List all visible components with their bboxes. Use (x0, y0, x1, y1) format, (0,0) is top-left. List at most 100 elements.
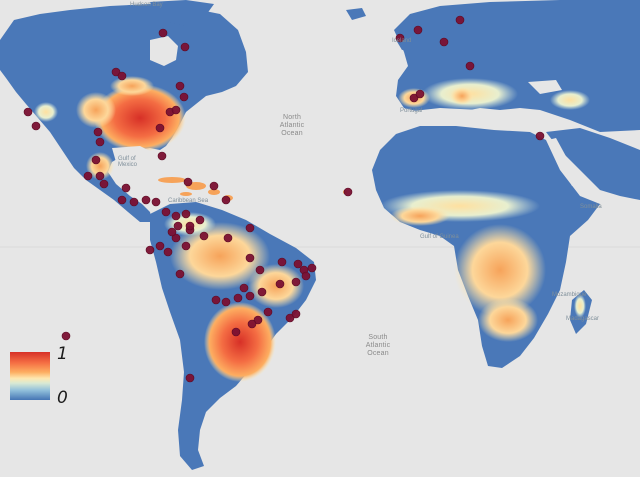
occurrence-point (185, 373, 195, 383)
eu-warm-turkey (550, 90, 590, 110)
gulf-of-guinea-label: Gulf of Guinea (420, 234, 459, 240)
occurrence-point (171, 233, 181, 243)
occurrence-point (223, 233, 233, 243)
eu-warm-italy (450, 87, 474, 105)
madagascar-warm (574, 294, 586, 318)
occurrence-point (465, 61, 475, 71)
occurrence-point (263, 307, 273, 317)
occurrence-point (171, 211, 181, 221)
occurrence-point (179, 92, 189, 102)
sa-warm-east (248, 264, 304, 308)
na-mild-west (34, 102, 58, 122)
occurrence-point (439, 37, 449, 47)
mozambique-label: Mozambique (552, 292, 587, 298)
af-mild-west (390, 206, 450, 226)
madagascar-label: Madagascar (566, 316, 600, 322)
legend-color-ramp (10, 352, 50, 400)
occurrence-point (117, 195, 127, 205)
occurrence-point (161, 207, 171, 217)
occurrence-point (307, 263, 317, 273)
occurrence-point (209, 181, 219, 191)
occurrence-point (23, 107, 33, 117)
occurrence-point (291, 277, 301, 287)
occurrence-point (93, 127, 103, 137)
occurrence-point (195, 215, 205, 225)
occurrence-point (111, 67, 121, 77)
occurrence-point (455, 15, 465, 25)
occurrence-point (245, 291, 255, 301)
occurrence-point (285, 313, 295, 323)
occurrence-points-layer (23, 15, 545, 383)
occurrence-point (247, 319, 257, 329)
occurrence-point (31, 121, 41, 131)
occurrence-point (245, 253, 255, 263)
red-sea (548, 138, 580, 186)
occurrence-point (185, 221, 195, 231)
gulf-of-mexico-label: Gulf of Mexico (118, 156, 138, 168)
occurrence-point (343, 187, 353, 197)
occurrence-point (291, 309, 301, 319)
occurrence-point (293, 259, 303, 269)
occurrence-point (145, 245, 155, 255)
occurrence-point (121, 183, 131, 193)
occurrence-point (253, 315, 263, 325)
occurrence-point (99, 179, 109, 189)
af-warm-central (454, 224, 546, 316)
gulf-of-mexico-water (112, 146, 156, 170)
occurrence-point (257, 287, 267, 297)
occurrence-point (95, 137, 105, 147)
occurrence-point (221, 297, 231, 307)
occurrence-point (158, 28, 168, 38)
sa-warm-amazon (170, 222, 270, 290)
occurrence-point (245, 223, 255, 233)
occurrence-point (409, 93, 419, 103)
occurrence-point (415, 89, 425, 99)
north-atlantic-label: North Atlantic Ocean (279, 114, 305, 137)
mediterranean-sea (404, 108, 546, 128)
iceland-label: Iceland (392, 38, 412, 44)
occurrence-point (173, 221, 183, 231)
caribbean-label: Caribbean Sea (168, 198, 209, 204)
occurrence-point (163, 247, 173, 257)
occurrence-point (167, 227, 177, 237)
occurrence-point (141, 195, 151, 205)
occurrence-point (301, 271, 311, 281)
occurrence-point (171, 105, 181, 115)
occurrence-point (155, 241, 165, 251)
occurrence-point (183, 177, 193, 187)
occurrence-point (233, 293, 243, 303)
arabia-landmass (546, 128, 640, 200)
south-atlantic-label: South Atlantic Ocean (365, 334, 391, 357)
occurrence-point (239, 283, 249, 293)
occurrence-point (155, 123, 165, 133)
british-isles (396, 22, 418, 50)
occurrence-point (255, 265, 265, 275)
occurrence-point (95, 171, 105, 181)
iceland-island (346, 8, 366, 20)
greenland (150, 0, 214, 26)
occurrence-point (175, 81, 185, 91)
occurrence-point (180, 42, 190, 52)
occurrence-point (275, 279, 285, 289)
na-warm-west (76, 92, 116, 128)
occurrence-point (231, 327, 241, 337)
occurrence-point (175, 269, 185, 279)
occurrence-point (221, 195, 231, 205)
occurrence-point (181, 209, 191, 219)
occurrence-point (83, 171, 93, 181)
black-sea (528, 80, 562, 94)
legend-max-label: 1 (57, 344, 68, 364)
hudson-bay-water (150, 36, 178, 66)
somalia-label: Somalia (580, 204, 602, 210)
occurrence-point (277, 257, 287, 267)
occurrence-point (181, 241, 191, 251)
occurrence-point (129, 197, 139, 207)
occurrence-point (413, 25, 423, 35)
occurrence-point (117, 71, 127, 81)
occurrence-point (395, 33, 405, 43)
occurrence-point (157, 151, 167, 161)
map-legend: 1 0 (10, 346, 80, 408)
af-warm-south (478, 298, 538, 342)
occurrence-point (211, 295, 221, 305)
